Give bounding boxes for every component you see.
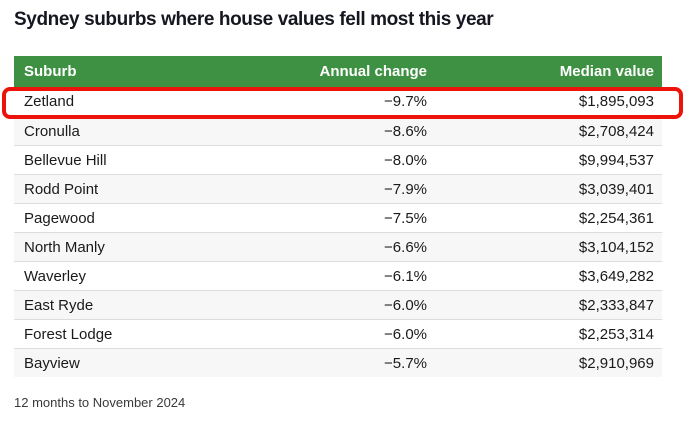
table-row-rodd-point: Rodd Point −7.9% $3,039,401	[14, 174, 662, 203]
table-row-zetland: Zetland −9.7% $1,895,093	[14, 87, 662, 116]
cell-median-value: $2,910,969	[578, 354, 654, 372]
suburbs-table: Suburb Annual change Median value Zetlan…	[14, 56, 662, 377]
cell-suburb: Bayview	[24, 354, 80, 372]
cell-suburb: Forest Lodge	[24, 325, 113, 343]
column-header-suburb: Suburb	[24, 63, 77, 80]
cell-suburb: Pagewood	[24, 209, 95, 227]
cell-annual-change: −8.6%	[384, 122, 427, 140]
column-header-annual-change: Annual change	[319, 63, 427, 80]
cell-annual-change: −5.7%	[384, 354, 427, 372]
cell-suburb: North Manly	[24, 238, 105, 256]
cell-annual-change: −6.1%	[384, 267, 427, 285]
cell-median-value: $2,333,847	[578, 296, 654, 314]
cell-median-value: $2,254,361	[578, 209, 654, 227]
table-row-waverley: Waverley −6.1% $3,649,282	[14, 261, 662, 290]
cell-median-value: $2,253,314	[578, 325, 654, 343]
cell-suburb: Cronulla	[24, 122, 80, 140]
cell-annual-change: −7.9%	[384, 180, 427, 198]
table-row-bellevue-hill: Bellevue Hill −8.0% $9,994,537	[14, 145, 662, 174]
cell-median-value: $2,708,424	[578, 122, 654, 140]
column-header-median-value: Median value	[559, 63, 654, 80]
cell-annual-change: −6.0%	[384, 296, 427, 314]
cell-suburb: Rodd Point	[24, 180, 99, 198]
cell-suburb: Bellevue Hill	[24, 151, 107, 169]
cell-median-value: $3,039,401	[578, 180, 654, 198]
cell-annual-change: −6.0%	[384, 325, 427, 343]
table-row-bayview: Bayview −5.7% $2,910,969	[14, 348, 662, 377]
cell-median-value: $9,994,537	[578, 151, 654, 169]
chart-title: Sydney suburbs where house values fell m…	[14, 9, 494, 30]
table-row-cronulla: Cronulla −8.6% $2,708,424	[14, 116, 662, 145]
table-row-forest-lodge: Forest Lodge −6.0% $2,253,314	[14, 319, 662, 348]
table-body: Zetland −9.7% $1,895,093 Cronulla −8.6% …	[14, 87, 662, 377]
cell-median-value: $3,104,152	[578, 238, 654, 256]
table-row-pagewood: Pagewood −7.5% $2,254,361	[14, 203, 662, 232]
cell-annual-change: −6.6%	[384, 238, 427, 256]
table-row-north-manly: North Manly −6.6% $3,104,152	[14, 232, 662, 261]
cell-suburb: Zetland	[24, 93, 75, 110]
cell-annual-change: −7.5%	[384, 209, 427, 227]
cell-median-value: $3,649,282	[578, 267, 654, 285]
cell-suburb: East Ryde	[24, 296, 94, 314]
cell-median-value: $1,895,093	[578, 93, 654, 110]
chart-footnote: 12 months to November 2024	[14, 395, 186, 410]
table-row-east-ryde: East Ryde −6.0% $2,333,847	[14, 290, 662, 319]
cell-annual-change: −8.0%	[384, 151, 427, 169]
table-header-row: Suburb Annual change Median value	[14, 56, 662, 87]
cell-suburb: Waverley	[24, 267, 86, 285]
cell-annual-change: −9.7%	[384, 93, 427, 110]
